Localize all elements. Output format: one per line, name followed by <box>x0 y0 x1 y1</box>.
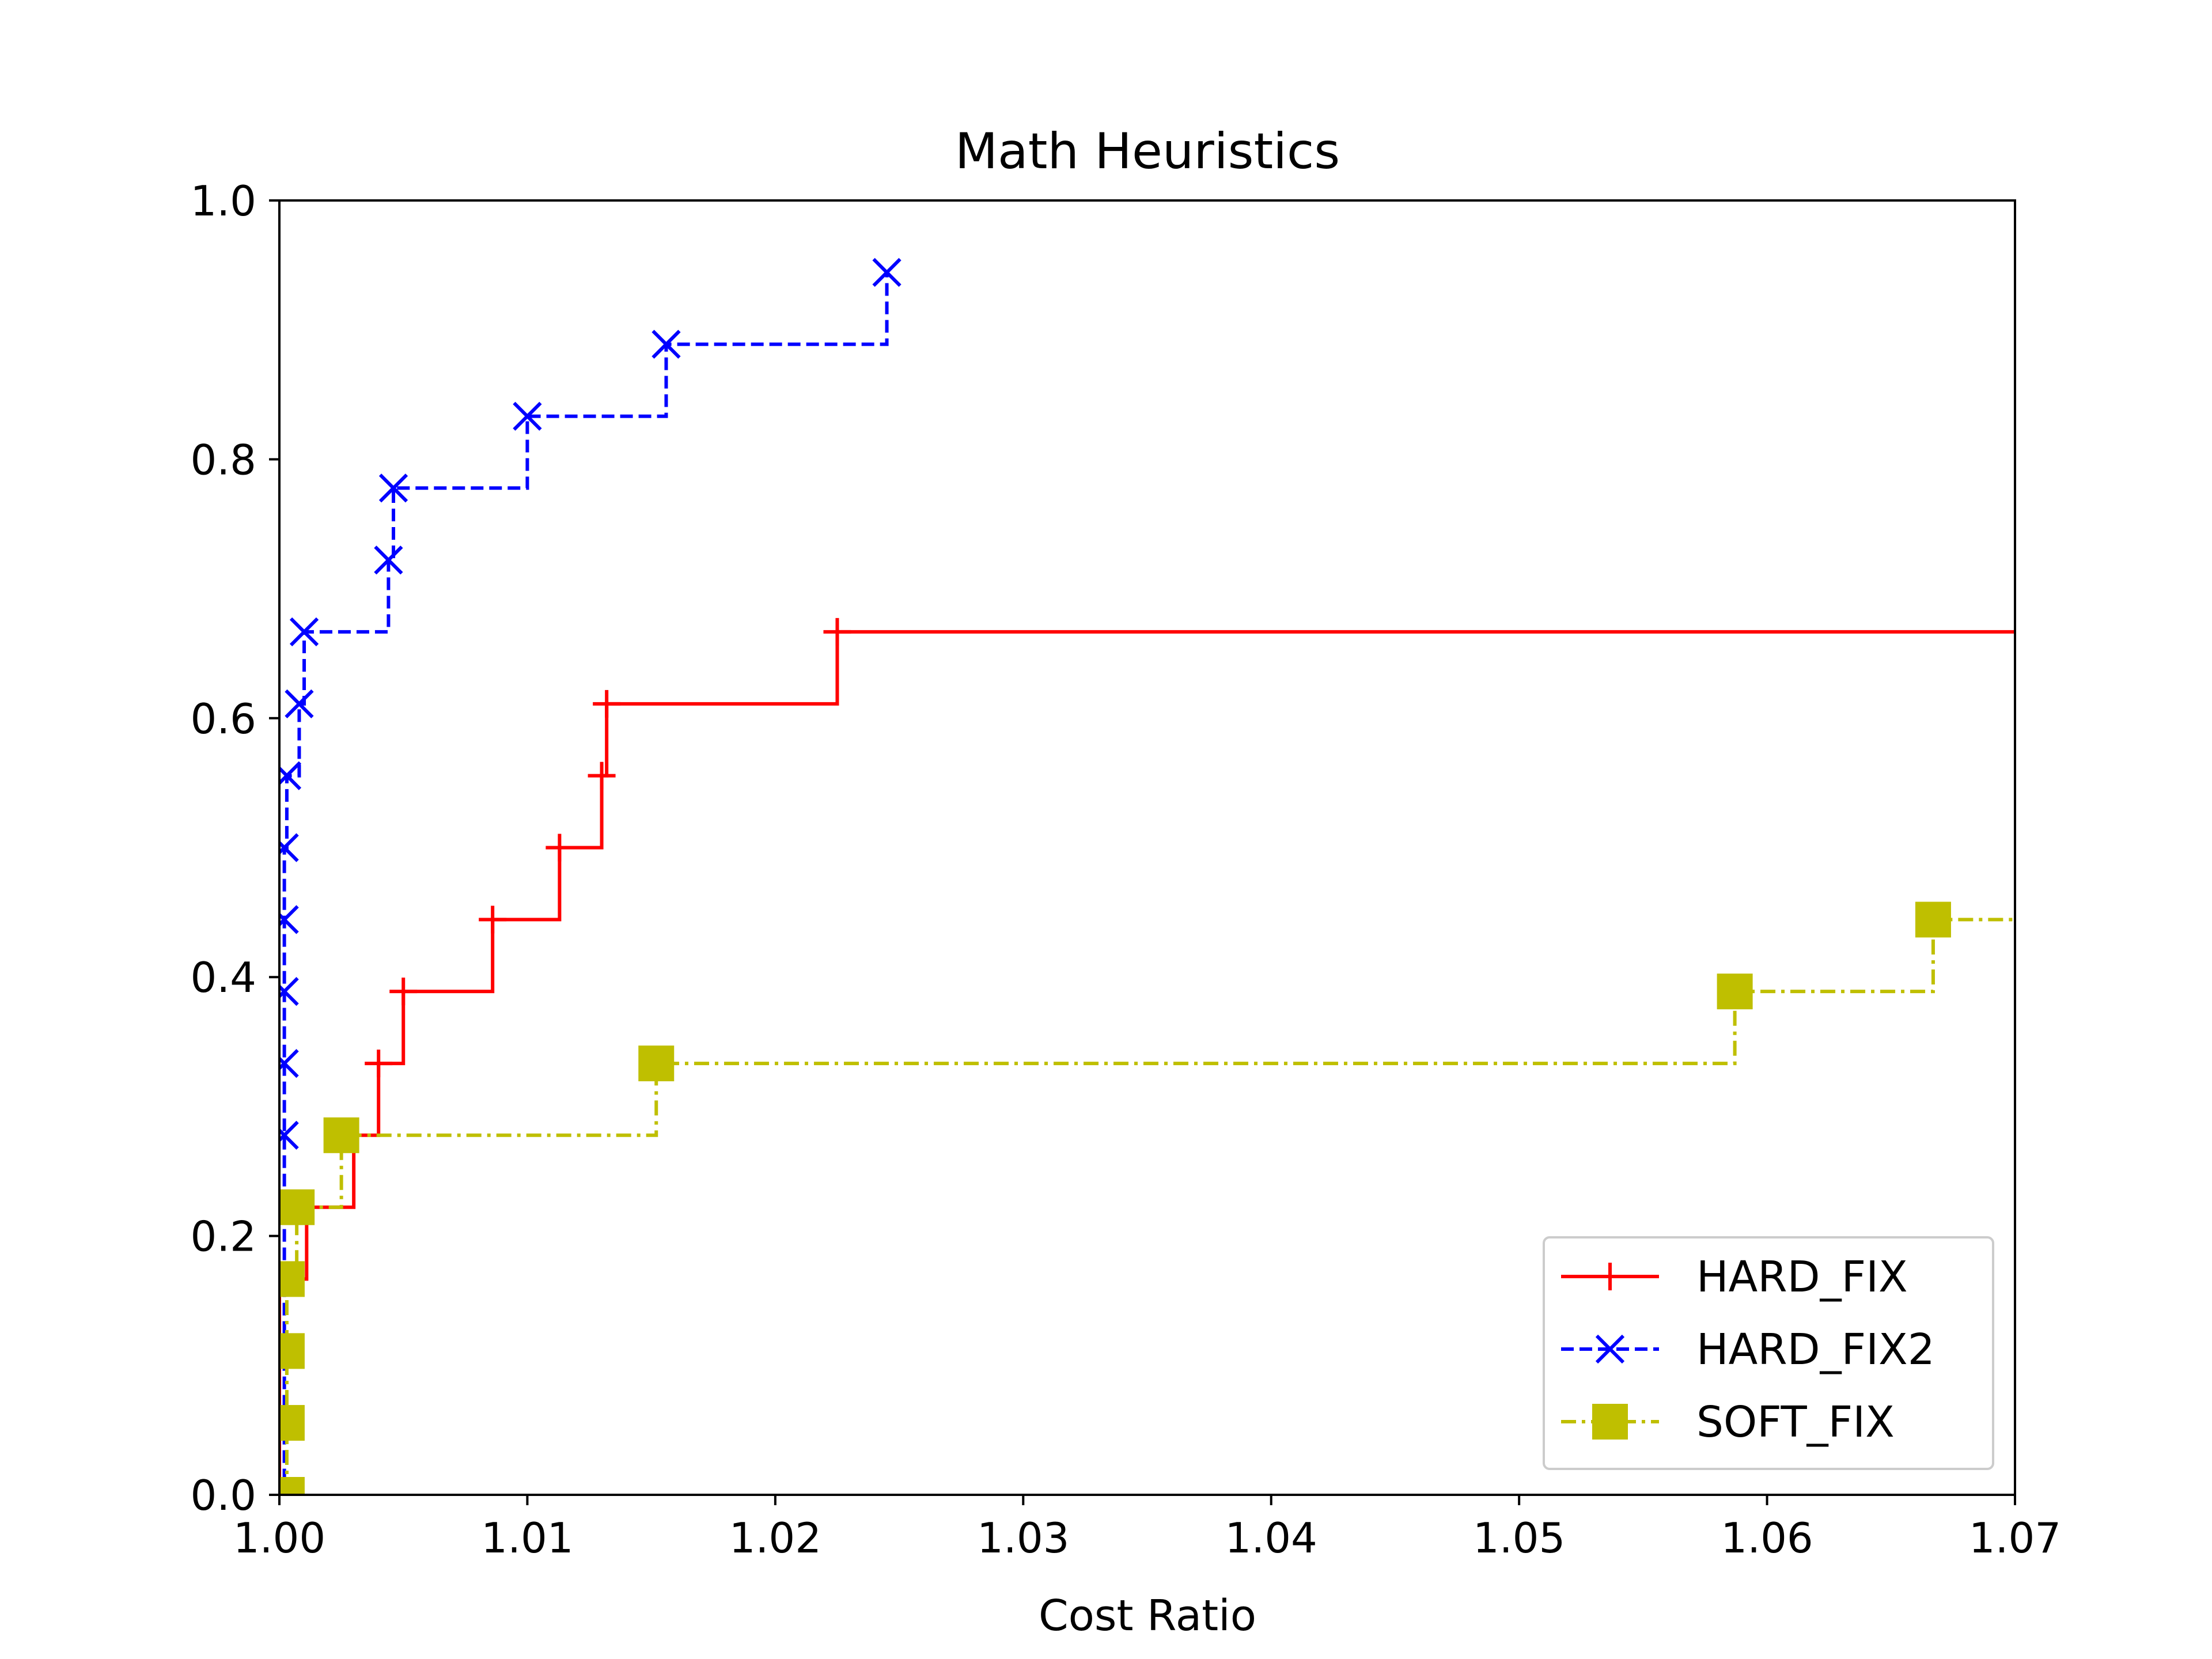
x-tick-label-4: 1.04 <box>1225 1514 1317 1562</box>
data-point-hard-fix2-9 <box>378 474 408 503</box>
data-point-hard-fix-0 <box>365 1050 393 1078</box>
y-tick-label-3: 0.6 <box>190 695 256 743</box>
legend-box <box>1543 1236 1994 1470</box>
y-tick-label-5: 1.0 <box>190 177 256 225</box>
data-point-hard-fix2-2 <box>279 977 299 1006</box>
data-point-soft-fix-5 <box>323 1117 359 1153</box>
x-tick-label-6: 1.06 <box>1721 1514 1813 1562</box>
x-tick-label-5: 1.05 <box>1473 1514 1565 1562</box>
legend-label-hard-fix2: HARD_FIX2 <box>1696 1325 1935 1374</box>
chart-title: Math Heuristics <box>955 123 1340 180</box>
x-tick-label-7: 1.07 <box>1969 1514 2061 1562</box>
data-point-hard-fix-1 <box>389 978 418 1006</box>
data-point-hard-fix-6 <box>823 618 851 646</box>
data-point-hard-fix2-1 <box>279 1048 299 1078</box>
x-tick-label-0: 1.00 <box>233 1514 325 1562</box>
legend: HARD_FIX HARD_FIX2 SOFT_FIX <box>1543 1236 1994 1470</box>
data-point-soft-fix-7 <box>1717 974 1753 1010</box>
y-tick-label-4: 0.8 <box>190 435 256 484</box>
data-point-soft-fix-4 <box>279 1189 315 1225</box>
series-line-hard-fix2 <box>279 272 889 1495</box>
data-point-soft-fix-0 <box>279 1477 305 1495</box>
data-point-hard-fix2-12 <box>872 257 902 287</box>
x-axis-label: Cost Ratio <box>1039 1591 1256 1641</box>
data-point-hard-fix2-6 <box>285 689 314 718</box>
y-tick-label-1: 0.2 <box>190 1213 256 1261</box>
legend-marker-soft-fix <box>1592 1404 1628 1440</box>
data-point-hard-fix2-11 <box>652 329 681 359</box>
data-point-hard-fix2-8 <box>374 546 403 575</box>
legend-marker-hard-fix2 <box>1595 1334 1625 1364</box>
data-point-hard-fix2-0 <box>279 1120 299 1150</box>
data-point-hard-fix-4 <box>588 762 616 790</box>
data-point-hard-fix2-3 <box>279 905 299 934</box>
data-point-soft-fix-6 <box>638 1046 675 1082</box>
data-point-hard-fix-2 <box>479 906 507 934</box>
data-point-hard-fix2-7 <box>289 617 319 647</box>
data-point-soft-fix-2 <box>279 1333 305 1369</box>
y-tick-label-2: 0.4 <box>190 953 256 1002</box>
data-point-hard-fix2-4 <box>279 833 299 862</box>
axes: 1.00 1.01 1.02 1.03 1.04 1.05 1.06 1.07 0.0 0.2 0.… <box>190 177 2061 1562</box>
data-point-soft-fix-3 <box>279 1261 305 1297</box>
legend-label-hard-fix: HARD_FIX <box>1696 1252 1908 1302</box>
data-point-hard-fix-5 <box>593 690 621 718</box>
data-point-hard-fix2-10 <box>513 402 542 431</box>
y-tick-label-0: 0.0 <box>190 1471 256 1520</box>
data-point-soft-fix-1 <box>279 1405 305 1441</box>
data-point-soft-fix-8 <box>1915 902 1951 938</box>
x-tick-label-2: 1.02 <box>729 1514 821 1562</box>
plot-area <box>279 257 2015 1495</box>
data-point-hard-fix-3 <box>546 834 574 862</box>
plot-frame <box>278 199 2016 1496</box>
x-tick-label-1: 1.01 <box>481 1514 573 1562</box>
legend-label-soft-fix: SOFT_FIX <box>1696 1397 1895 1447</box>
legend-marker-hard-fix <box>1596 1263 1624 1290</box>
x-tick-label-3: 1.03 <box>977 1514 1069 1562</box>
data-point-hard-fix2-5 <box>279 761 302 790</box>
